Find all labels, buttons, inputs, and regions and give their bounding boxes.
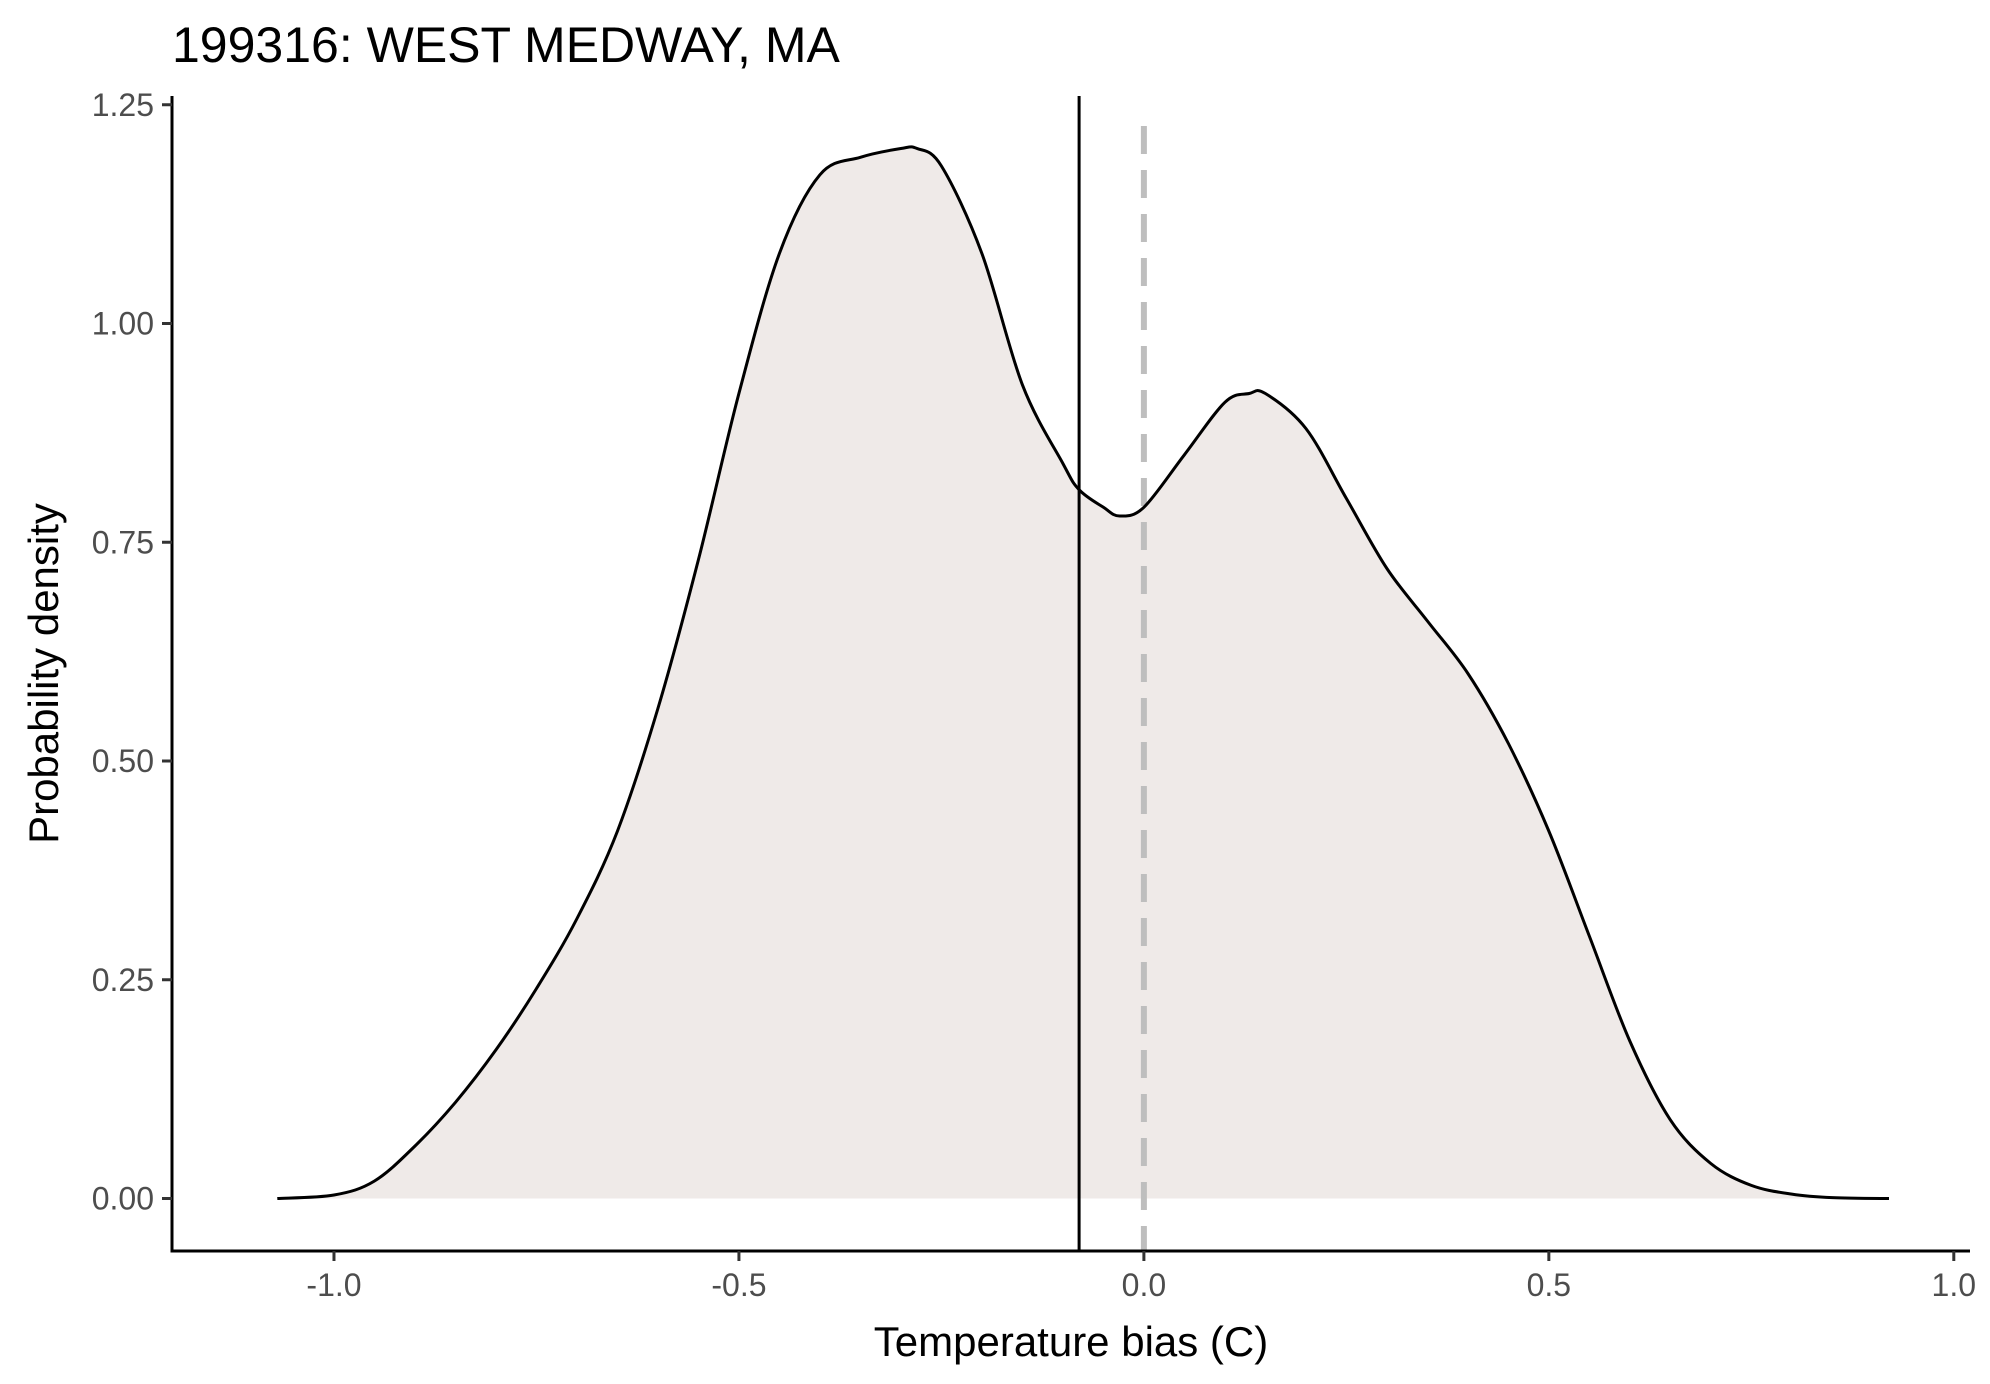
y-tick-label: 0.50: [92, 743, 154, 779]
x-tick-label: 1.0: [1932, 1267, 1976, 1303]
density-fill-area: [277, 146, 1889, 1199]
x-axis-title: Temperature bias (C): [874, 1318, 1268, 1365]
y-tick-label: 0.75: [92, 524, 154, 560]
chart-title: 199316: WEST MEDWAY, MA: [172, 17, 840, 73]
x-tick-label: -0.5: [711, 1267, 766, 1303]
x-tick-label: 0.5: [1527, 1267, 1571, 1303]
y-tick-label: 1.00: [92, 306, 154, 342]
y-axis-title: Probability density: [20, 503, 67, 844]
y-tick-label: 0.00: [92, 1181, 154, 1217]
x-axis-ticks: -1.0 -0.5 0.0 0.5 1.0: [306, 1251, 1976, 1303]
plot-area: [277, 96, 1890, 1251]
density-curve: [277, 145, 1890, 1200]
x-tick-label: -1.0: [306, 1267, 361, 1303]
y-axis-ticks: 0.00 0.25 0.50 0.75 1.00 1.25: [92, 87, 172, 1217]
y-tick-label: 1.25: [92, 87, 154, 123]
axes: -1.0 -0.5 0.0 0.5 1.0 0.00 0.25 0.50 0.75 1.00 1.…: [92, 87, 1976, 1303]
x-tick-label: 0.0: [1122, 1267, 1166, 1303]
y-tick-label: 0.25: [92, 962, 154, 998]
